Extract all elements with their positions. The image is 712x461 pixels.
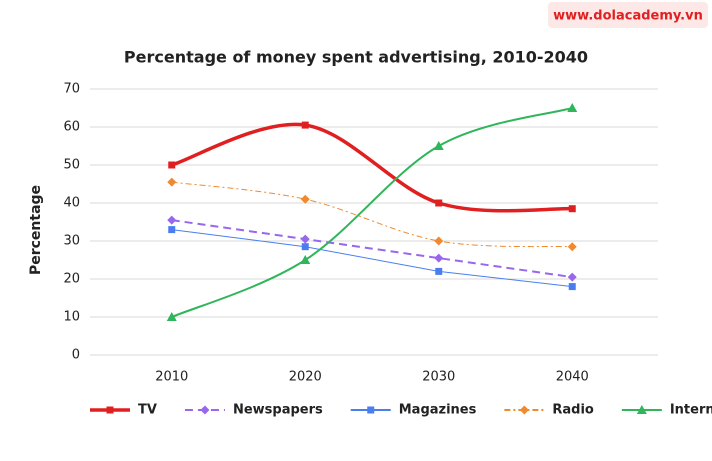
point — [568, 283, 576, 291]
point — [166, 312, 177, 321]
point — [300, 234, 310, 244]
point — [434, 236, 444, 246]
point — [300, 194, 310, 204]
legend-label: Internet — [670, 403, 712, 418]
y-tick-label: 50 — [63, 158, 80, 173]
series-line — [171, 229, 573, 288]
point — [301, 121, 309, 129]
series-line — [171, 107, 573, 318]
legend-marker — [200, 405, 210, 415]
point — [568, 205, 576, 213]
point — [435, 199, 443, 207]
legend-marker — [106, 406, 114, 414]
point — [435, 267, 443, 275]
x-tick-label: 2040 — [556, 370, 589, 385]
watermark-box — [548, 2, 708, 28]
series-line — [171, 122, 573, 213]
legend-marker — [519, 405, 529, 415]
legend-label: Newspapers — [233, 403, 323, 418]
x-tick-label: 2020 — [289, 370, 322, 385]
point — [567, 242, 577, 252]
chart-title: Percentage of money spent advertising, 2… — [124, 48, 588, 67]
y-axis-label: Percentage — [28, 185, 44, 275]
y-tick-label: 70 — [63, 82, 80, 97]
legend-label: Magazines — [399, 403, 477, 418]
series-line — [171, 219, 573, 279]
x-tick-label: 2030 — [422, 370, 455, 385]
legend-marker — [636, 405, 647, 414]
y-tick-label: 0 — [72, 348, 80, 363]
point — [567, 272, 577, 282]
point — [167, 215, 177, 225]
point — [168, 226, 176, 234]
point — [300, 255, 311, 264]
point — [301, 243, 309, 251]
y-tick-label: 20 — [63, 272, 80, 287]
point — [167, 177, 177, 187]
x-tick-label: 2010 — [155, 370, 188, 385]
legend-label: Radio — [552, 403, 594, 418]
point — [567, 103, 578, 112]
watermark: www.dolacademy.vn — [553, 9, 703, 24]
y-tick-label: 60 — [63, 120, 80, 135]
legend-label: TV — [138, 403, 157, 418]
point — [434, 253, 444, 263]
point — [433, 141, 444, 150]
series-line — [171, 181, 573, 248]
point — [168, 161, 176, 169]
legend-marker — [367, 406, 375, 414]
y-tick-label: 30 — [63, 234, 80, 249]
y-tick-label: 10 — [63, 310, 80, 325]
y-tick-label: 40 — [63, 196, 80, 211]
